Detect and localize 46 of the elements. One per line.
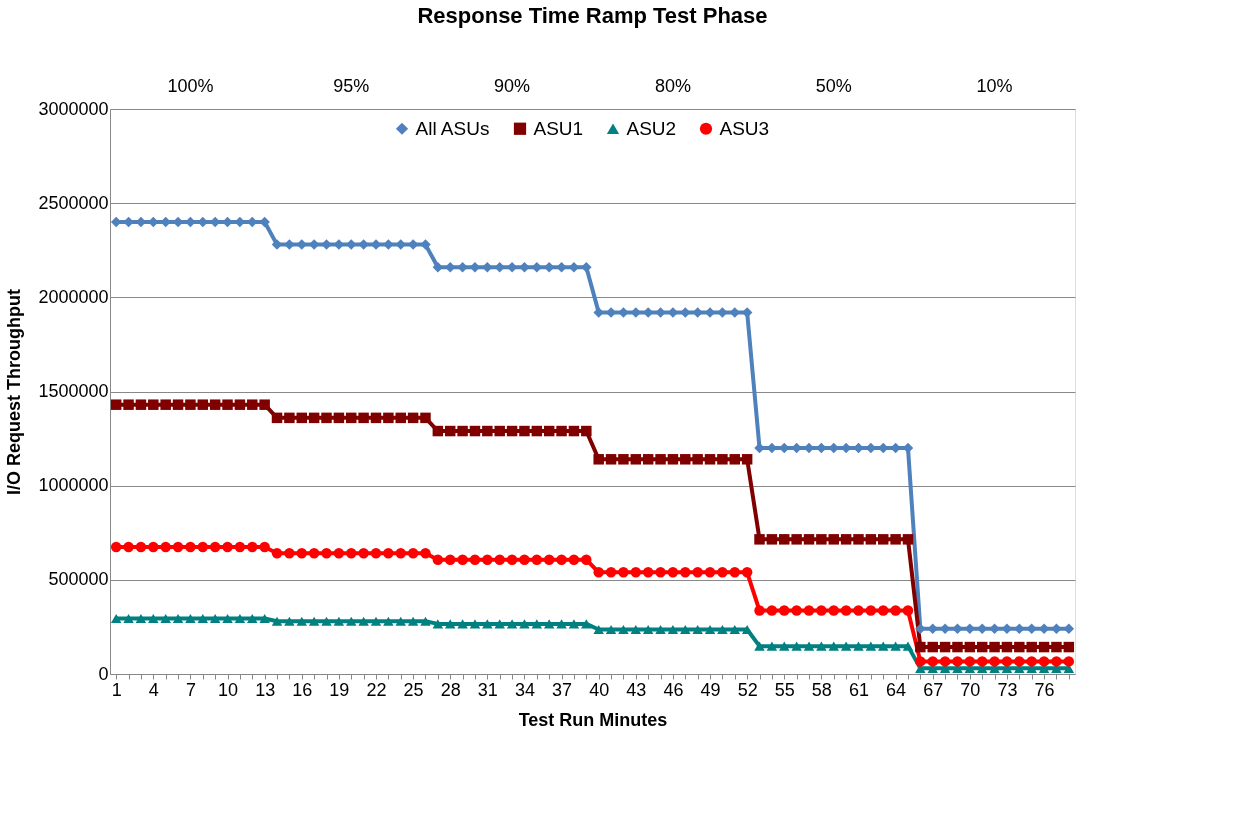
x-tick-label: 67	[923, 679, 944, 700]
x-tick-label: 34	[514, 679, 535, 700]
y-tick-label: 0	[98, 663, 109, 684]
x-axis-title: Test Run Minutes	[518, 709, 668, 730]
x-tick-label: 7	[185, 679, 196, 700]
x-tick-label: 16	[292, 679, 313, 700]
x-tick-label: 25	[403, 679, 424, 700]
chart-title: Response Time Ramp Test Phase	[417, 3, 768, 28]
x-tick-label: 43	[626, 679, 647, 700]
y-tick-label: 500000	[48, 569, 109, 590]
x-tick-label: 73	[997, 679, 1018, 700]
y-axis-title: I/O Request Throughput	[4, 289, 25, 495]
x-tick-label: 10	[218, 679, 239, 700]
text: 90%	[494, 76, 531, 96]
text: 100%	[167, 76, 214, 96]
y-tick-label: 1000000	[38, 475, 109, 496]
text: 50%	[815, 76, 852, 96]
x-tick-label: 4	[148, 679, 159, 700]
x-tick-label: 46	[663, 679, 684, 700]
x-tick-label: 49	[700, 679, 721, 700]
text: 10%	[976, 76, 1013, 96]
y-tick-label: 2000000	[38, 286, 109, 307]
x-tick-label: 37	[552, 679, 573, 700]
x-tick-label: 55	[774, 679, 795, 700]
x-tick-label: 40	[589, 679, 610, 700]
x-tick-label: 64	[886, 679, 907, 700]
x-tick-label: 58	[811, 679, 832, 700]
x-tick-label: 1	[111, 679, 122, 700]
legend-label: ASU2	[626, 117, 677, 139]
x-tick-label: 19	[329, 679, 350, 700]
y-tick-label: 1500000	[38, 381, 109, 401]
legend-label: All ASUs	[415, 117, 490, 139]
y-tick-label: 3000000	[38, 98, 109, 119]
x-tick-label: 52	[737, 679, 758, 700]
x-tick-label: 22	[366, 679, 387, 700]
x-tick-label: 13	[255, 679, 276, 700]
x-tick-label: 28	[440, 679, 461, 700]
x-tick-label: 31	[477, 679, 498, 700]
legend-label: ASU3	[719, 117, 770, 139]
text: 95%	[333, 76, 370, 96]
legend-label: ASU1	[533, 117, 584, 139]
y-tick-label: 2500000	[38, 192, 109, 213]
x-tick-label: 61	[848, 679, 870, 700]
x-tick-label: 76	[1034, 679, 1055, 700]
x-tick-label: 70	[960, 679, 981, 700]
text: 80%	[654, 76, 691, 96]
